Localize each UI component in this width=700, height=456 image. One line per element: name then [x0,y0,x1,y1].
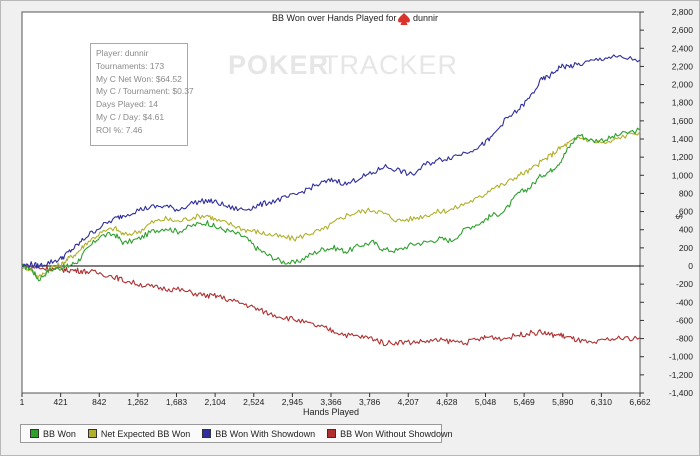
x-tick-label: 1,683 [166,397,188,407]
legend: BB Won Net Expected BB Won BB Won With S… [20,424,453,443]
y-tick-label: 1,400 [672,134,694,144]
y-tick-label: 1,800 [672,98,694,108]
y-tick-label: -1,400 [669,388,693,398]
y-axis-unit: $ [674,214,684,219]
stats-line: My C Net Won: $64.52 [96,73,182,84]
legend-item-net-expected[interactable]: Net Expected BB Won [87,428,191,439]
series-line-2 [21,54,641,269]
y-tick-label: -800 [676,334,693,344]
x-tick-label: 5,890 [552,397,574,407]
y-tick-label: 400 [679,225,693,235]
y-tick-label: 1,600 [672,116,694,126]
stats-line: Tournaments: 173 [96,60,165,71]
x-tick-label: 421 [54,397,68,407]
y-tick-label: 2,800 [672,7,694,17]
y-tick-label: 1,000 [672,170,694,180]
stats-line: ROI %: 7.46 [96,124,143,135]
watermark-tracker: TRACKER [322,50,458,80]
x-tick-label: 4,628 [436,397,458,407]
x-tick-label: 842 [92,397,106,407]
x-tick-label: 3,366 [320,397,342,407]
x-tick-label: 3,786 [359,397,381,407]
x-tick-label: 2,104 [204,397,226,407]
spade-icon [398,13,410,25]
x-axis-label: Hands Played [303,407,359,417]
y-tick-label: 2,400 [672,43,694,53]
y-tick-label: 2,600 [672,25,694,35]
y-tick-label: -1,200 [669,370,693,380]
y-tick-label: 1,200 [672,152,694,162]
legend-swatch [202,429,212,438]
legend-item-with-showdown[interactable]: BB Won With Showdown [202,429,315,439]
y-tick-label: 800 [679,188,693,198]
stats-box: Player: dunnir Tournaments: 173 My C Net… [90,43,194,146]
y-tick-label: -400 [676,297,693,307]
legend-label: BB Won [43,428,76,439]
legend-swatch [327,429,337,438]
legend-label: BB Won With Showdown [215,428,316,439]
watermark-poker: POKER [228,50,329,80]
legend-label: Net Expected BB Won [100,428,191,439]
stats-line: Player: dunnir [96,48,149,58]
x-tick-label: 1 [20,397,25,407]
y-tick-label: 2,200 [672,61,694,71]
legend-item-bb-won[interactable]: BB Won [30,429,76,439]
y-tick-label: 0 [688,261,693,271]
chart-title: BB Won over Hands Played for [272,13,396,23]
y-tick-label: 200 [679,243,693,253]
x-tick-label: 2,945 [282,397,304,407]
series-line-1 [21,131,641,279]
x-tick-label: 6,310 [591,397,613,407]
legend-item-without-showdown[interactable]: BB Won Without Showdown [327,428,453,439]
legend-swatch [30,429,39,438]
chart-title-user: dunnir [413,13,438,23]
legend-label: BB Won Without Showdown [340,428,453,439]
x-tick-label: 1,262 [127,397,149,407]
y-tick-label: -600 [676,315,693,325]
legend-swatch [87,429,97,438]
y-tick-label: 2,000 [672,80,694,90]
x-tick-label: 5,469 [513,397,535,407]
stats-line: My C / Day: $4.61 [96,111,165,122]
x-tick-label: 6,662 [629,397,651,407]
series-line-0 [21,127,641,282]
y-tick-label: 600 [679,207,693,217]
x-tick-label: 4,207 [398,397,420,407]
y-tick-label: -1,000 [669,352,693,362]
stats-line: Days Played: 14 [96,99,158,110]
y-tick-label: -200 [676,279,693,289]
x-tick-label: 2,524 [243,397,265,407]
stats-line: My C / Tournament: $0.37 [96,86,194,97]
series-line-3 [21,263,641,347]
x-tick-label: 5,048 [475,397,497,407]
